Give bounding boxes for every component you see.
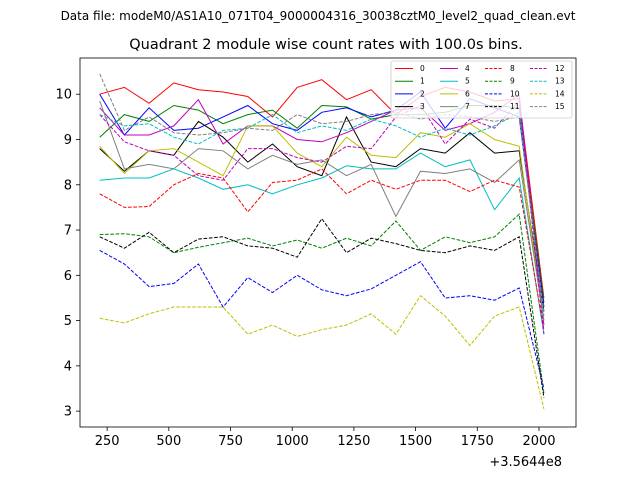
series-line-9 bbox=[99, 213, 545, 394]
series-line-11 bbox=[99, 217, 545, 398]
legend-label-5: 5 bbox=[465, 77, 470, 86]
legend-label-3: 3 bbox=[420, 102, 425, 111]
y-tick-label: 7 bbox=[64, 224, 72, 239]
series-line-14 bbox=[99, 294, 545, 410]
legend-label-1: 1 bbox=[420, 77, 425, 86]
series-line-6 bbox=[99, 123, 545, 321]
legend-label-7: 7 bbox=[465, 102, 470, 111]
legend-label-0: 0 bbox=[420, 64, 425, 73]
x-offset-label: +3.5644e8 bbox=[489, 455, 562, 470]
y-tick-label: 4 bbox=[64, 359, 72, 374]
y-tick-label: 8 bbox=[64, 178, 72, 193]
plot-area bbox=[99, 73, 545, 410]
legend-label-14: 14 bbox=[555, 89, 565, 98]
series-line-8 bbox=[99, 168, 545, 330]
chart-title: Quadrant 2 module wise count rates with … bbox=[129, 37, 523, 53]
x-tick-label: 500 bbox=[156, 434, 181, 449]
y-tick-label: 6 bbox=[64, 269, 72, 284]
legend-label-8: 8 bbox=[510, 64, 515, 73]
legend-label-15: 15 bbox=[555, 102, 565, 111]
legend-label-4: 4 bbox=[465, 64, 470, 73]
y-tick-label: 9 bbox=[64, 133, 72, 148]
x-tick-label: 1000 bbox=[276, 434, 309, 449]
legend-label-13: 13 bbox=[555, 77, 565, 86]
y-tick-label: 10 bbox=[55, 88, 72, 103]
x-tick-label: 2000 bbox=[522, 434, 555, 449]
legend-box bbox=[390, 60, 573, 119]
series-line-2 bbox=[99, 91, 545, 308]
x-tick-label: 1250 bbox=[337, 434, 370, 449]
axes-frame bbox=[79, 57, 577, 428]
x-tick-label: 1750 bbox=[461, 434, 494, 449]
legend-label-10: 10 bbox=[510, 89, 520, 98]
series-line-13 bbox=[99, 111, 545, 317]
legend-label-9: 9 bbox=[510, 77, 515, 86]
series-line-3 bbox=[99, 115, 545, 312]
x-tick-label: 750 bbox=[218, 434, 243, 449]
legend-label-11: 11 bbox=[510, 102, 520, 111]
series-line-1 bbox=[99, 104, 545, 303]
datafile-label: Data file: modeM0/AS1A10_071T04_90000043… bbox=[61, 9, 576, 23]
series-line-12 bbox=[99, 99, 545, 335]
series-line-10 bbox=[99, 249, 545, 389]
y-tick-label: 5 bbox=[64, 314, 72, 329]
x-tick-label: 1500 bbox=[399, 434, 432, 449]
x-tick-label: 250 bbox=[95, 434, 120, 449]
legend-label-12: 12 bbox=[555, 64, 565, 73]
series-line-7 bbox=[99, 100, 545, 321]
series-line-5 bbox=[99, 152, 545, 335]
y-tick-label: 3 bbox=[64, 405, 72, 420]
legend-label-6: 6 bbox=[465, 89, 470, 98]
legend-label-2: 2 bbox=[420, 89, 425, 98]
